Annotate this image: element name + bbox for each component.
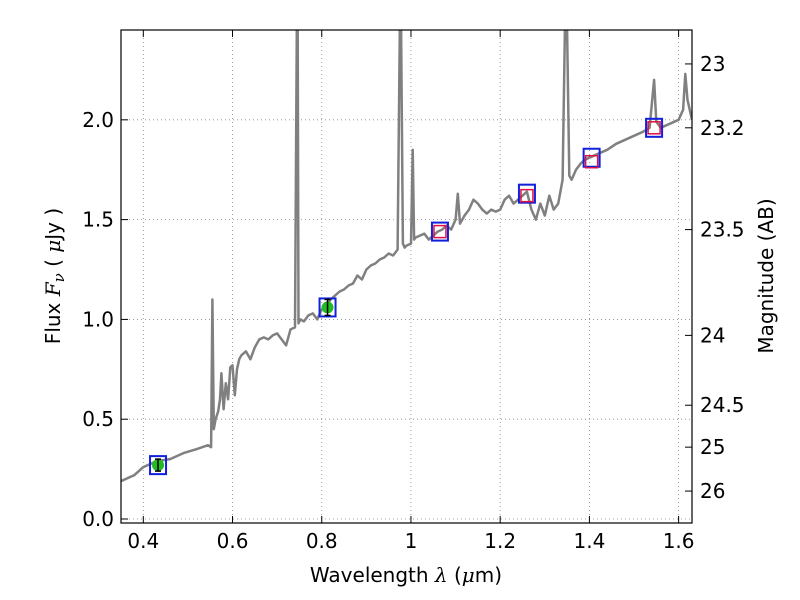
y2-tick-label: 24 — [700, 323, 725, 347]
y2-axis-title: Magnitude (AB) — [754, 198, 778, 353]
y-tick-label: 2.0 — [82, 108, 114, 132]
model-flux-box — [517, 183, 536, 204]
y2-tick-label: 23.2 — [700, 116, 745, 140]
x-tick-label: 0.6 — [217, 529, 249, 553]
grism-flux-box — [584, 154, 599, 169]
model-flux-box — [645, 117, 664, 138]
y-tick-label: 1.5 — [82, 208, 114, 232]
x-tick-label: 1 — [405, 529, 418, 553]
y2-tick-label: 23 — [700, 52, 725, 76]
y-tick-labels: 0.0 0.5 1.0 1.5 2.0 — [82, 108, 114, 531]
y2-tick-labels: 23 23.2 23.5 24 24.5 25 26 — [700, 52, 745, 503]
plot-area — [121, 30, 692, 483]
x-tick-label: 1.2 — [484, 529, 516, 553]
y2-tick-label: 23.5 — [700, 218, 745, 242]
grism-flux-box — [433, 224, 447, 239]
y-tick-label: 0.5 — [82, 407, 114, 431]
grism-flux-box — [647, 121, 661, 135]
x-tick-label: 0.8 — [306, 529, 338, 553]
model-flux-box — [318, 297, 337, 318]
error-bar — [155, 458, 162, 472]
grism-flux-box — [520, 188, 534, 203]
error-bar — [324, 298, 331, 317]
model-flux-box — [149, 455, 168, 476]
x-tick-label: 1.4 — [573, 529, 605, 553]
y-tick-label: 0.0 — [82, 507, 114, 531]
model-flux-box — [430, 221, 449, 242]
y2-tick-label: 26 — [700, 479, 725, 503]
axes-frame — [120, 29, 693, 524]
x-axis-title: Wavelength λ (μm) — [310, 563, 502, 587]
model-flux-box — [582, 147, 601, 168]
y2-tick-label: 24.5 — [700, 393, 745, 417]
y-axis-title: Flux Fν ( μJy ) — [41, 208, 68, 344]
x-tick-labels: 0.4 0.6 0.8 1 1.2 1.4 1.6 — [127, 529, 694, 553]
spectrum-line — [121, 30, 692, 483]
x-tick-label: 0.4 — [127, 529, 159, 553]
ticks — [121, 30, 692, 523]
y-tick-label: 1.0 — [82, 307, 114, 331]
y2-tick-label: 25 — [700, 435, 725, 459]
x-tick-label: 1.6 — [663, 529, 695, 553]
